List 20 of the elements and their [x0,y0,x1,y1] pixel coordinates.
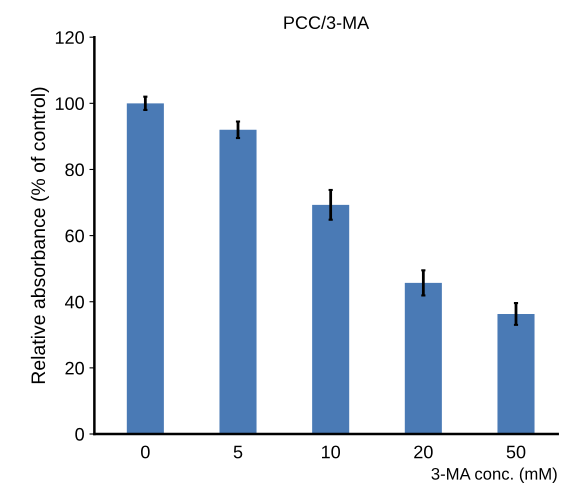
bar [312,204,350,434]
x-tick-label: 50 [506,446,526,458]
y-tick-label: 0 [75,428,84,441]
bar [219,130,257,434]
y-axis-title: Relative absorbance (% of control) [30,88,49,384]
x-tick-label: 10 [322,446,340,458]
bar [126,103,164,434]
y-tick-label: 100 [56,97,84,110]
y-tick-label: 80 [65,163,84,176]
chart-title: PCC/3-MA [284,16,370,30]
y-tick-label: 60 [65,230,84,242]
x-tick-label: 20 [414,446,433,458]
bar [404,282,442,434]
bar [497,314,535,434]
x-axis-title: 3-MA conc. (mM) [431,468,557,484]
y-tick-label: 40 [64,296,84,308]
x-tick-label: 5 [234,446,242,458]
y-tick-label: 120 [56,31,84,44]
y-tick-label: 20 [65,362,84,375]
x-tick-label: 0 [141,446,150,458]
